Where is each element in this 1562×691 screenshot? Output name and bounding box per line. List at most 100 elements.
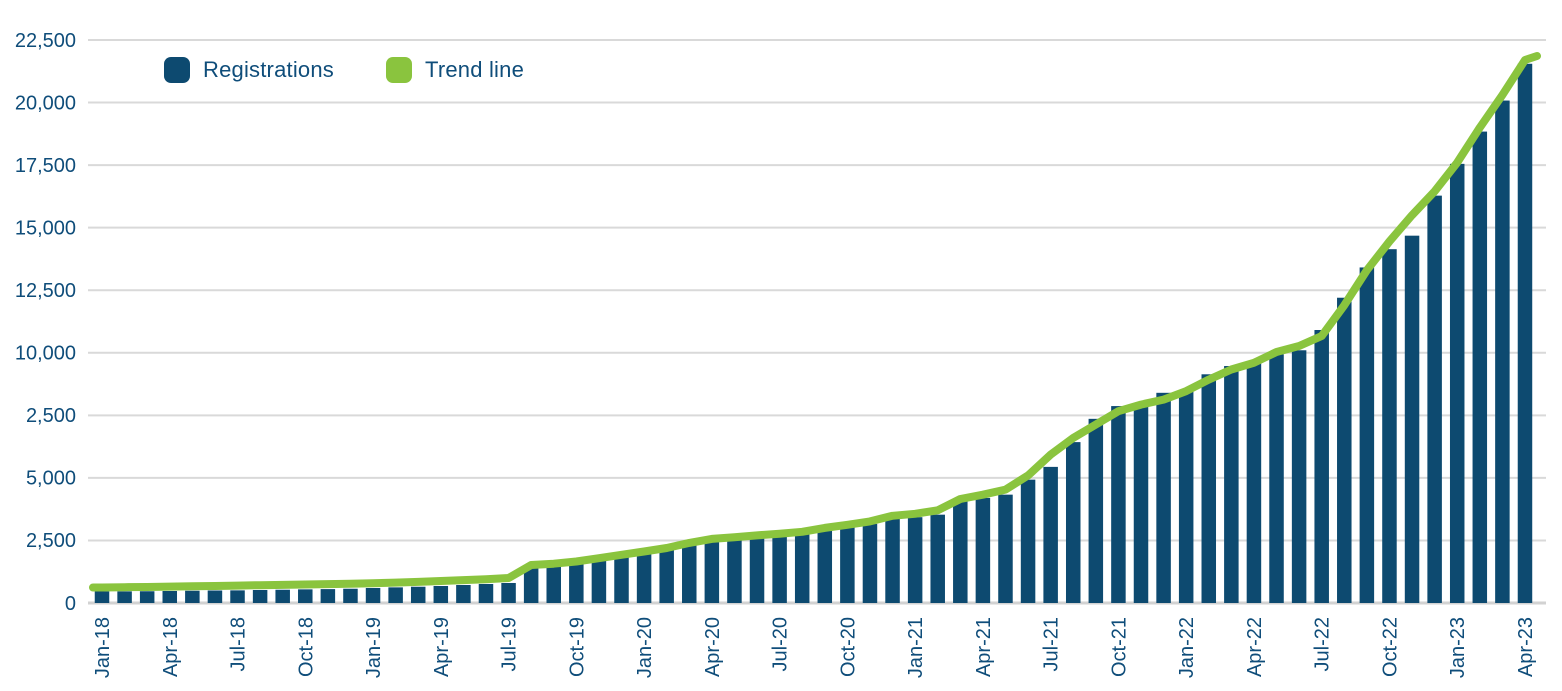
x-tick-label: Oct-22 bbox=[1379, 617, 1401, 677]
x-tick-label: Jan-18 bbox=[92, 617, 114, 678]
bar bbox=[410, 586, 426, 603]
x-tick-label: Apr-21 bbox=[973, 617, 995, 677]
x-tick-label: Apr-18 bbox=[160, 617, 182, 677]
bar bbox=[1246, 362, 1262, 603]
x-tick-label: Oct-20 bbox=[837, 617, 859, 677]
chart-legend: Registrations Trend line bbox=[164, 57, 524, 83]
x-tick-label: Apr-19 bbox=[431, 617, 453, 677]
bar bbox=[1359, 267, 1375, 603]
legend-label-registrations: Registrations bbox=[203, 57, 334, 82]
bar bbox=[1427, 195, 1442, 603]
x-tick-label: Jan-23 bbox=[1447, 617, 1469, 678]
bar bbox=[885, 518, 900, 603]
bar bbox=[1314, 330, 1329, 603]
x-tick-label: Jul-18 bbox=[228, 617, 250, 671]
bar bbox=[794, 533, 810, 603]
bar bbox=[523, 566, 539, 603]
y-tick-label: 12,500 bbox=[15, 280, 76, 302]
bar bbox=[1382, 249, 1397, 603]
trend-line bbox=[89, 52, 1541, 592]
bar bbox=[1269, 354, 1284, 603]
y-tick-label: 17,500 bbox=[15, 155, 76, 177]
x-tick-label: Jul-22 bbox=[1312, 617, 1334, 671]
bar bbox=[139, 591, 155, 603]
x-tick-label: Jul-20 bbox=[770, 617, 792, 671]
bar bbox=[569, 562, 584, 603]
bar bbox=[1043, 466, 1058, 603]
bar bbox=[230, 590, 245, 603]
bar bbox=[207, 590, 223, 603]
x-tick-label: Jan-22 bbox=[1176, 617, 1198, 678]
bar bbox=[343, 588, 358, 603]
bar bbox=[1449, 163, 1465, 604]
y-tick-label: 0 bbox=[65, 593, 76, 615]
bar bbox=[727, 539, 742, 603]
bar bbox=[1156, 392, 1171, 603]
bar bbox=[591, 559, 607, 603]
bar bbox=[162, 590, 178, 603]
x-tick-label: Apr-23 bbox=[1515, 617, 1537, 677]
bar bbox=[1133, 404, 1149, 603]
trend-line-swatch bbox=[386, 57, 412, 83]
bar bbox=[1201, 374, 1217, 603]
bar bbox=[930, 514, 945, 603]
bar bbox=[1065, 442, 1081, 603]
bar bbox=[862, 523, 878, 603]
bar bbox=[1404, 235, 1420, 604]
y-tick-label: 5,000 bbox=[26, 468, 76, 490]
x-tick-label: Jan-20 bbox=[634, 617, 656, 678]
bar bbox=[1178, 391, 1194, 603]
bar bbox=[185, 590, 200, 603]
x-tick-label: Apr-22 bbox=[1244, 617, 1266, 677]
bar bbox=[704, 540, 720, 603]
bar bbox=[1517, 63, 1533, 603]
bar bbox=[478, 583, 494, 603]
bar bbox=[907, 517, 923, 603]
legend-label-trend-line: Trend line bbox=[425, 57, 525, 82]
bar bbox=[953, 500, 968, 603]
x-tick-label: Oct-19 bbox=[566, 617, 588, 677]
x-tick-label: Oct-18 bbox=[295, 617, 317, 677]
x-tick-label: Jan-21 bbox=[905, 617, 927, 678]
bar bbox=[433, 585, 449, 603]
bar bbox=[682, 544, 697, 603]
x-tick-label: Apr-20 bbox=[702, 617, 724, 677]
bar bbox=[1111, 406, 1126, 603]
y-tick-label: 2,500 bbox=[26, 530, 76, 552]
bar bbox=[1337, 297, 1352, 603]
y-tick-label: 10,000 bbox=[15, 343, 76, 365]
x-tick-label: Oct-21 bbox=[1108, 617, 1130, 677]
bar bbox=[388, 587, 403, 603]
x-tick-label: Jul-19 bbox=[499, 617, 521, 671]
bar bbox=[749, 537, 765, 603]
bar bbox=[1495, 100, 1510, 604]
bar bbox=[252, 589, 268, 603]
bar bbox=[320, 589, 336, 603]
bar bbox=[275, 589, 290, 603]
x-tick-label: Jan-19 bbox=[363, 617, 385, 678]
bar bbox=[659, 549, 674, 603]
bar bbox=[546, 564, 561, 603]
bar bbox=[1020, 479, 1036, 603]
y-tick-label: 15,000 bbox=[15, 217, 76, 239]
registrations-swatch bbox=[164, 57, 190, 83]
bar bbox=[365, 587, 381, 603]
legend-item-registrations: Registrations bbox=[164, 57, 334, 83]
legend-item-trend-line: Trend line bbox=[386, 57, 524, 83]
bar bbox=[840, 526, 855, 603]
bar bbox=[94, 591, 110, 603]
y-tick-label: 20,000 bbox=[15, 92, 76, 114]
bar bbox=[614, 556, 629, 603]
bar bbox=[456, 584, 471, 603]
bar bbox=[117, 591, 132, 603]
y-tick-label: 2,500 bbox=[26, 405, 76, 427]
y-tick-label: 22,500 bbox=[15, 30, 76, 52]
x-tick-label: Jul-21 bbox=[1041, 617, 1063, 671]
bar bbox=[1224, 366, 1239, 603]
bar bbox=[975, 497, 991, 603]
bar bbox=[636, 553, 652, 603]
bar bbox=[1291, 350, 1307, 603]
bar bbox=[772, 535, 787, 603]
